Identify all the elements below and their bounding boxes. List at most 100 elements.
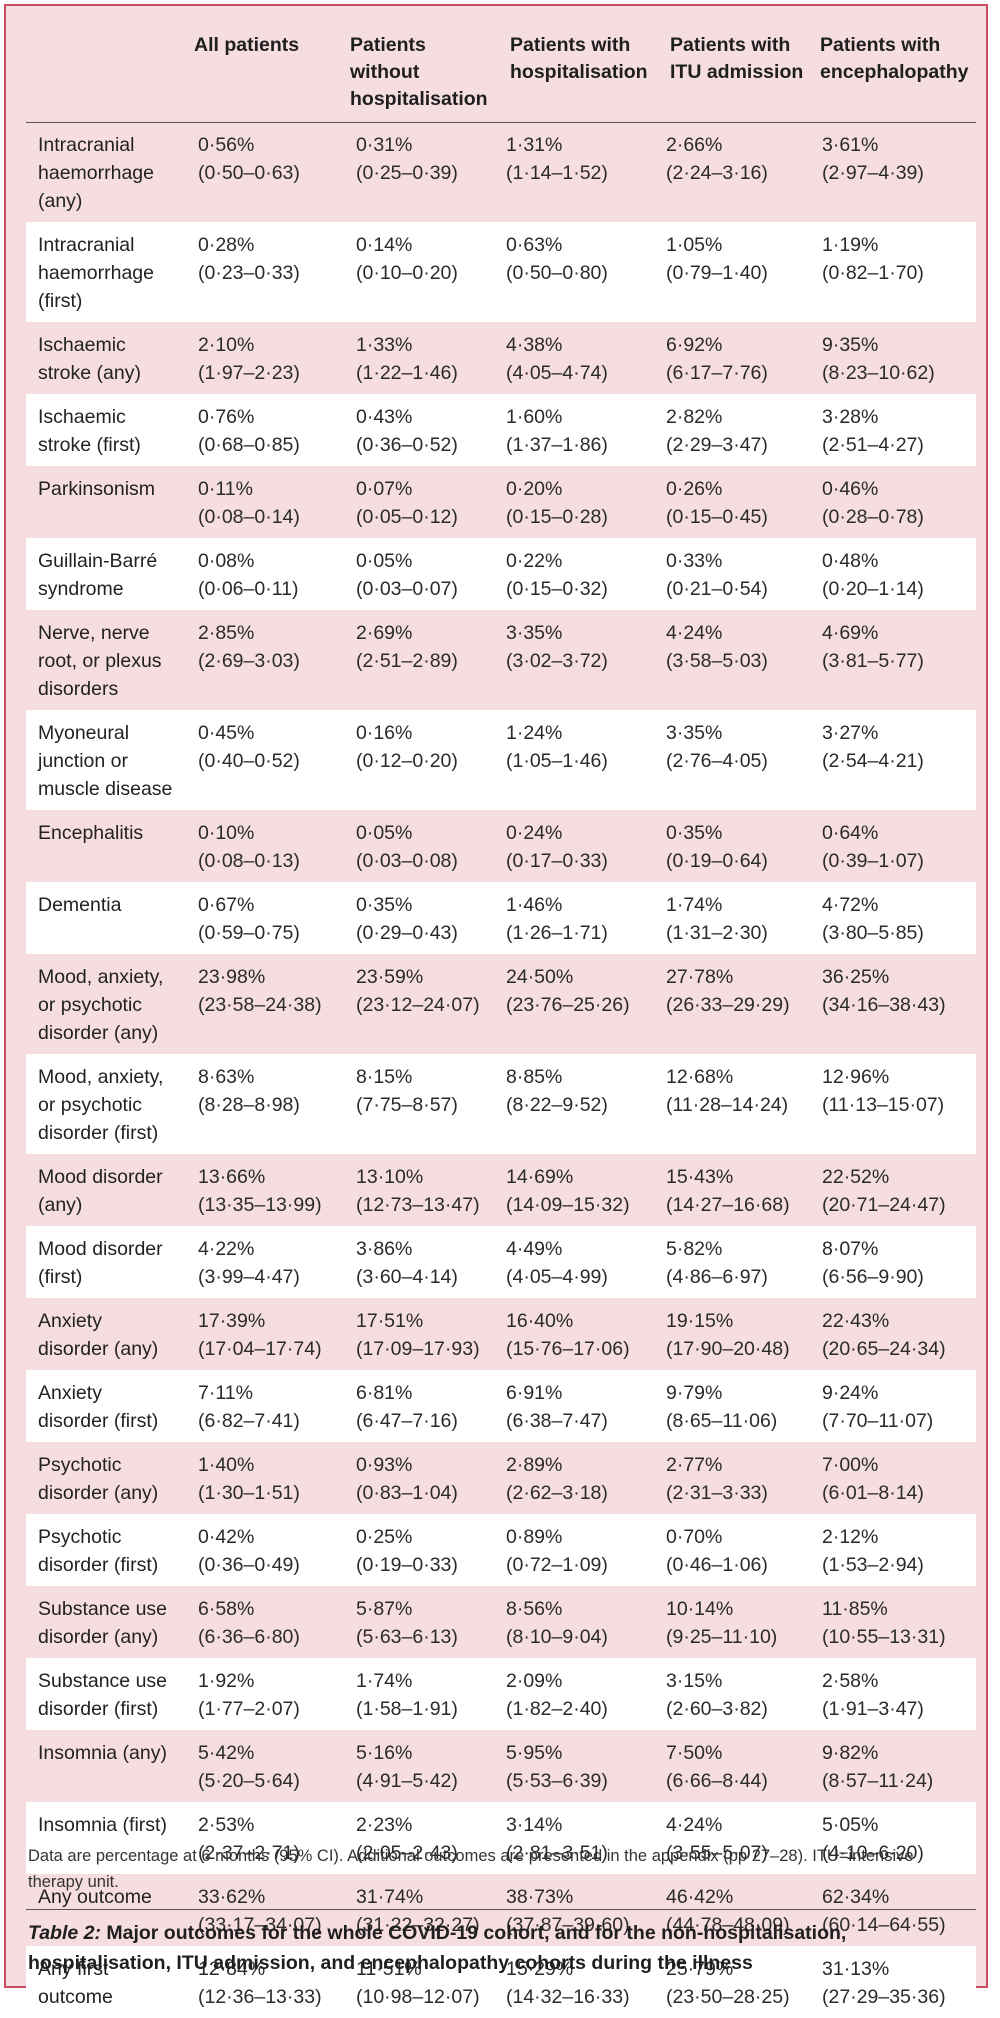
percentage-value: 17·51%: [356, 1310, 424, 1332]
confidence-interval: (20·65–24·34): [822, 1338, 946, 1360]
confidence-interval: (5·20–5·64): [198, 1770, 300, 1792]
confidence-interval: (11·28–14·24): [666, 1094, 789, 1116]
cell-itu: 2·82% (2·29–3·47): [666, 403, 768, 459]
confidence-interval: (3·60–4·14): [356, 1266, 458, 1288]
confidence-interval: (0·03–0·07): [356, 578, 458, 600]
percentage-value: 8·07%: [822, 1238, 879, 1260]
confidence-interval: (0·08–0·14): [198, 506, 300, 528]
percentage-value: 3·15%: [666, 1670, 723, 1692]
row-label: Ischaemic stroke (first): [38, 406, 141, 456]
percentage-value: 7·11%: [198, 1382, 253, 1404]
confidence-interval: (17·09–17·93): [356, 1338, 480, 1360]
confidence-interval: (1·05–1·46): [506, 750, 608, 772]
table-row: Nerve, nerve root, or plexus disorders 2·…: [26, 610, 976, 710]
percentage-value: 14·69%: [506, 1166, 574, 1188]
confidence-interval: (6·47–7·16): [356, 1410, 458, 1432]
percentage-value: 0·48%: [822, 550, 879, 572]
table-row: Any first outcome 12·84% (12·36–13·33) 11·5…: [26, 1946, 976, 2018]
percentage-value: 5·87%: [356, 1598, 413, 1620]
table-row: Ischaemic stroke (first) 0·76% (0·68–0·85)…: [26, 394, 976, 466]
percentage-value: 1·33%: [356, 334, 413, 356]
percentage-value: 3·27%: [822, 722, 879, 744]
confidence-interval: (4·10–6·20): [822, 1842, 924, 1864]
cell-hospitalisation: 16·40% (15·76–17·06): [506, 1307, 630, 1363]
table-row: Anxiety disorder (any) 17·39% (17·04–17·74…: [26, 1298, 976, 1370]
cell-no-hospitalisation: 2·69% (2·51–2·89): [356, 619, 458, 675]
cell-encephalopathy: 1·19% (0·82–1·70): [822, 231, 924, 287]
confidence-interval: (1·77–2·07): [198, 1698, 300, 1720]
percentage-value: 9·35%: [822, 334, 879, 356]
percentage-value: 0·05%: [356, 822, 413, 844]
cell-itu: 12·68% (11·28–14·24): [666, 1063, 788, 1119]
confidence-interval: (0·17–0·33): [506, 850, 608, 872]
cell-itu: 1·05% (0·79–1·40): [666, 231, 768, 287]
confidence-interval: (2·54–4·21): [822, 750, 924, 772]
cell-encephalopathy: 9·35% (8·23–10·62): [822, 331, 935, 387]
cell-itu: 3·35% (2·76–4·05): [666, 719, 768, 775]
cell-encephalopathy: 7·00% (6·01–8·14): [822, 1451, 924, 1507]
caption-text: Major outcomes for the whole COVID-19 co…: [28, 1922, 847, 1974]
percentage-value: 8·56%: [506, 1598, 563, 1620]
percentage-value: 2·58%: [822, 1670, 879, 1692]
col-header-no-hospitalisation: Patients without hospitalisation: [350, 34, 488, 110]
percentage-value: 0·16%: [356, 722, 413, 744]
percentage-value: 0·25%: [356, 1526, 413, 1548]
cell-all: 1·40% (1·30–1·51): [198, 1451, 300, 1507]
confidence-interval: (1·37–1·86): [506, 434, 608, 456]
confidence-interval: (0·06–0·11): [198, 578, 299, 600]
confidence-interval: (8·57–11·24): [822, 1770, 934, 1792]
row-label: Parkinsonism: [38, 478, 156, 500]
percentage-value: 6·92%: [666, 334, 723, 356]
table-row: Psychotic disorder (any) 1·40% (1·30–1·51)…: [26, 1442, 976, 1514]
confidence-interval: (3·02–3·72): [506, 650, 608, 672]
percentage-value: 5·82%: [666, 1238, 723, 1260]
percentage-value: 3·61%: [822, 134, 879, 156]
table-caption: Table 2: Major outcomes for the whole CO…: [28, 1918, 978, 1978]
table-row: Mood disorder (any) 13·66% (13·35–13·99) 13…: [26, 1154, 976, 1226]
confidence-interval: (1·30–1·51): [198, 1482, 300, 1504]
row-label: Nerve, nerve root, or plexus disorders: [38, 622, 162, 700]
table-row: Dementia 0·67% (0·59–0·75) 0·35% (0·29–0·43)…: [26, 882, 976, 954]
table-row: Myoneural junction or muscle disease 0·45…: [26, 710, 976, 810]
table-frame: All patients Patients without hospitalis…: [4, 4, 988, 2018]
confidence-interval: (2·60–3·82): [666, 1698, 768, 1720]
percentage-value: 24·50%: [506, 966, 574, 988]
confidence-interval: (27·29–35·36): [822, 1986, 946, 2008]
row-label: Intracranial haemorrhage (any): [38, 134, 154, 212]
percentage-value: 7·50%: [666, 1742, 723, 1764]
table-row: Anxiety disorder (first) 7·11% (6·82–7·41)…: [26, 1370, 976, 1442]
cell-all: 2·53% (2·37–2·71): [198, 1811, 300, 1867]
percentage-value: 36·25%: [822, 966, 890, 988]
confidence-interval: (11·13–15·07): [822, 1094, 945, 1116]
percentage-value: 0·11%: [198, 478, 253, 500]
cell-all: 1·92% (1·77–2·07): [198, 1667, 300, 1723]
confidence-interval: (1·14–1·52): [506, 162, 608, 184]
cell-itu: 7·50% (6·66–8·44): [666, 1739, 768, 1795]
cell-all: 2·85% (2·69–3·03): [198, 619, 300, 675]
confidence-interval: (2·51–4·27): [822, 434, 924, 456]
percentage-value: 1·24%: [506, 722, 563, 744]
confidence-interval: (12·36–13·33): [198, 1986, 322, 2008]
confidence-interval: (2·29–3·47): [666, 434, 768, 456]
percentage-value: 3·35%: [666, 722, 723, 744]
confidence-interval: (1·31–2·30): [666, 922, 768, 944]
confidence-interval: (8·22–9·52): [506, 1094, 608, 1116]
cell-no-hospitalisation: 0·05% (0·03–0·08): [356, 819, 458, 875]
percentage-value: 4·24%: [666, 622, 723, 644]
percentage-value: 6·58%: [198, 1598, 255, 1620]
confidence-interval: (6·56–9·90): [822, 1266, 924, 1288]
percentage-value: 1·74%: [666, 894, 723, 916]
percentage-value: 0·70%: [666, 1526, 723, 1548]
cell-no-hospitalisation: 6·81% (6·47–7·16): [356, 1379, 458, 1435]
cell-encephalopathy: 3·61% (2·97–4·39): [822, 131, 924, 187]
confidence-interval: (14·09–15·32): [506, 1194, 630, 1216]
confidence-interval: (2·69–3·03): [198, 650, 300, 672]
cell-encephalopathy: 9·82% (8·57–11·24): [822, 1739, 933, 1795]
row-label: Substance use disorder (first): [38, 1670, 168, 1720]
confidence-interval: (0·79–1·40): [666, 262, 768, 284]
cell-no-hospitalisation: 2·23% (2·05–2·43): [356, 1811, 458, 1867]
cell-no-hospitalisation: 0·35% (0·29–0·43): [356, 891, 458, 947]
percentage-value: 15·43%: [666, 1166, 734, 1188]
cell-itu: 2·66% (2·24–3·16): [666, 131, 768, 187]
confidence-interval: (9·25–11·10): [666, 1626, 778, 1648]
